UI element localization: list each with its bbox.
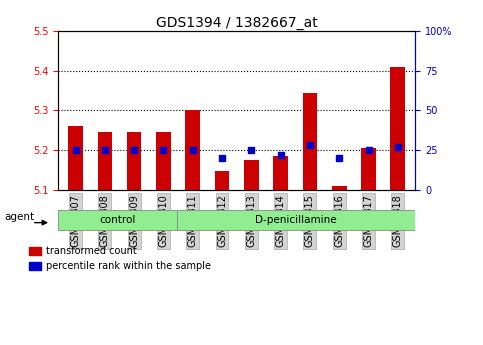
Text: D-penicillamine: D-penicillamine [256,215,337,225]
Text: control: control [99,215,136,225]
Bar [302,92,317,190]
Bar [244,160,258,190]
Point [159,147,167,153]
Text: agent: agent [5,212,35,222]
Point [394,144,402,150]
Point [189,147,197,153]
Point [335,155,343,161]
Point [130,147,138,153]
FancyBboxPatch shape [177,210,415,230]
Bar [98,132,112,190]
Point [247,147,255,153]
Point [277,152,284,158]
Bar [390,67,405,190]
Point [218,155,226,161]
Point [306,142,314,148]
Point [71,147,79,153]
Title: GDS1394 / 1382667_at: GDS1394 / 1382667_at [156,16,317,30]
FancyBboxPatch shape [58,210,177,230]
Bar [68,126,83,190]
Point [101,147,109,153]
Bar [273,156,288,190]
Bar [215,171,229,190]
Bar [185,110,200,190]
Bar [332,186,346,190]
Bar [156,132,171,190]
Bar [127,132,142,190]
Point [365,147,372,153]
Bar [361,148,376,190]
Legend: transformed count, percentile rank within the sample: transformed count, percentile rank withi… [29,246,211,271]
